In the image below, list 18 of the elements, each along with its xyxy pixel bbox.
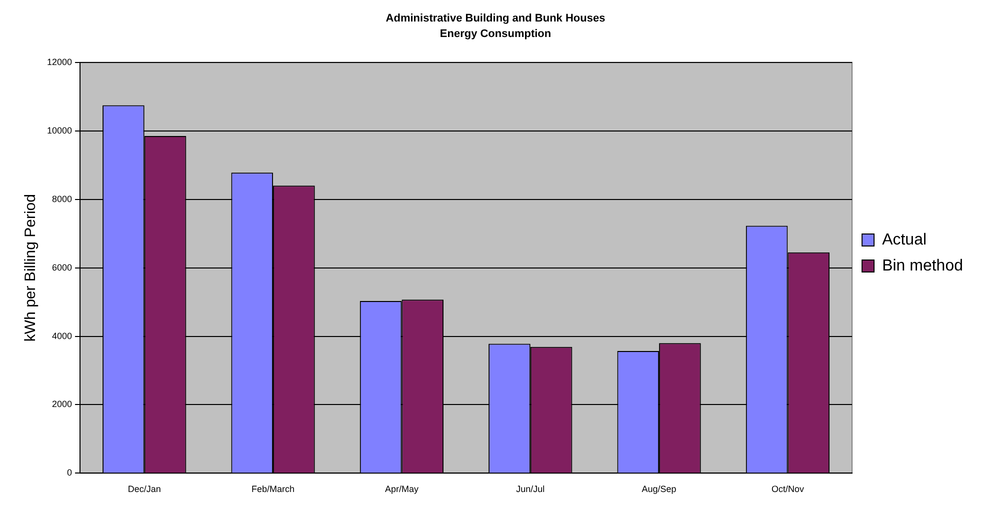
legend-label: Bin method — [882, 257, 963, 274]
x-tick-label: Dec/Jan — [128, 484, 161, 494]
y-tick-label: 10000 — [46, 125, 72, 136]
y-tick-label: 4000 — [52, 330, 72, 341]
y-tick-label: 8000 — [52, 194, 72, 204]
x-tick-label: Jun/Jul — [516, 484, 545, 494]
x-tick-label: Feb/March — [252, 484, 295, 494]
x-tick-label: Aug/Sep — [642, 484, 676, 494]
y-tick-label: 0 — [67, 468, 72, 478]
chart-subtitle: Energy Consumption — [440, 28, 552, 40]
y-tick-label: 12000 — [46, 56, 72, 67]
x-tick-label: Apr/May — [384, 484, 419, 494]
y-axis-title: kWh per Billing Period — [22, 194, 40, 342]
y-tick-label: 2000 — [52, 399, 72, 410]
y-tick-label: 6000 — [52, 262, 72, 272]
legend-label: Actual — [882, 231, 927, 248]
chart-title: Administrative Building and Bunk Houses — [386, 12, 606, 25]
x-tick-label: Oct/Nov — [771, 484, 804, 494]
